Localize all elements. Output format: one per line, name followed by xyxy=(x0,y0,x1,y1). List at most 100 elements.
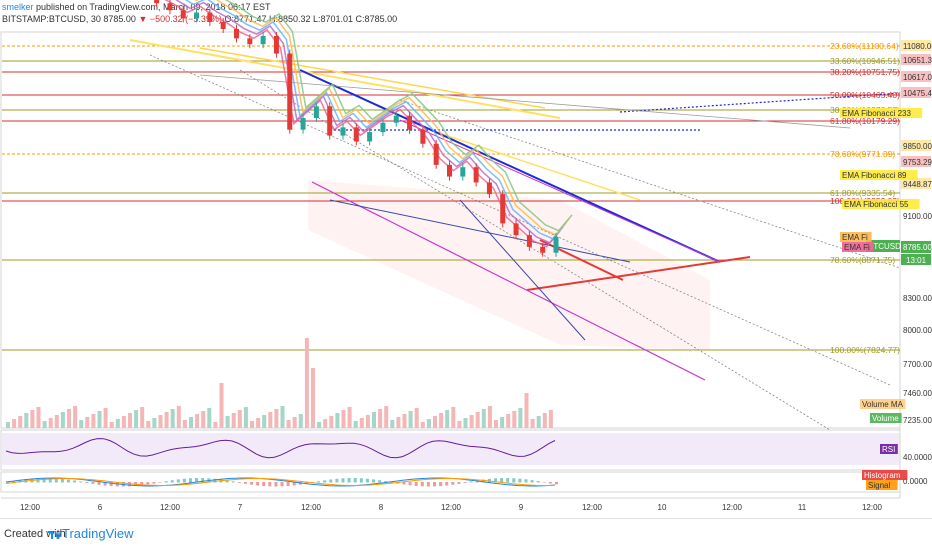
volume-bar xyxy=(195,414,200,428)
macd-bar xyxy=(18,480,22,483)
volume-bar xyxy=(536,416,541,428)
macd-bar xyxy=(280,482,284,487)
volume-bar xyxy=(24,413,29,428)
volume-bar xyxy=(433,416,437,428)
volume-bar xyxy=(353,421,358,428)
current-price: 8785.00 xyxy=(903,243,932,252)
candle-body xyxy=(207,12,213,22)
symbol-tag: BTCUSD xyxy=(868,242,901,251)
macd-bar xyxy=(182,478,186,483)
ohlc-values: O:8771.47 H:8850.32 L:8701.01 C:8785.00 xyxy=(224,14,398,24)
volume-bar xyxy=(250,421,254,428)
trend-line-blue-steep xyxy=(459,199,586,341)
candle-body xyxy=(180,10,186,19)
volume-bar xyxy=(524,393,529,428)
price-tick: 7460.00 xyxy=(903,389,932,398)
chart-header-ohlc-line: BITSTAMP:BTCUSD, 30 8785.00 ▼ −500.32 (−… xyxy=(2,14,397,24)
volume-bar xyxy=(518,408,523,428)
volume-bar xyxy=(329,416,334,428)
macd-bar xyxy=(292,482,296,486)
volume-bar xyxy=(79,420,84,428)
indicator-label: EMA Fibonacci 55 xyxy=(844,200,909,209)
indicator-label-bg xyxy=(840,232,872,242)
candle-body xyxy=(300,118,306,130)
indicator-labels: EMA Fibonacci 233 EMA Fibonacci 89 EMA Fib… xyxy=(840,108,923,490)
fib-label: 61.80%(10179.29) xyxy=(830,116,900,126)
candle-body xyxy=(380,122,386,133)
volume-bar xyxy=(6,422,10,428)
volume-bar xyxy=(408,411,413,428)
macd-bar xyxy=(268,482,272,487)
price-tick-bg xyxy=(901,54,931,65)
candle-body xyxy=(247,38,253,45)
macd-bar xyxy=(433,482,436,487)
candle-body xyxy=(273,36,279,54)
trend-line-yellow xyxy=(129,39,561,119)
tradingview-brand[interactable]: TradingView xyxy=(62,526,134,541)
macd-bar xyxy=(341,478,345,483)
volume-bar xyxy=(481,409,486,428)
macd-bar xyxy=(402,482,406,485)
volume-bar xyxy=(494,420,498,428)
time-tick: 11 xyxy=(798,503,807,512)
volume-bar xyxy=(457,421,462,428)
volume-bar xyxy=(54,415,59,428)
volume-bar xyxy=(292,417,297,428)
signal-line xyxy=(5,477,556,487)
volume-bar xyxy=(323,419,328,428)
macd-bar xyxy=(426,482,430,487)
rsi-band xyxy=(2,433,900,465)
volume-bar xyxy=(451,407,456,428)
volume-bar xyxy=(463,418,468,428)
volume-bar xyxy=(414,408,419,428)
candle-body xyxy=(327,106,333,136)
volume-bar xyxy=(213,422,218,428)
candle-body xyxy=(353,127,359,142)
price-tick-bg xyxy=(901,156,931,167)
macd-bar xyxy=(445,482,449,486)
price-tick: 7700.00 xyxy=(903,360,932,369)
time-axis[interactable]: 12:00 6 12:00 7 12:00 8 12:00 9 12:00 10 12:00 11 12… xyxy=(20,503,883,512)
trend-line-yellow-3 xyxy=(429,129,641,201)
rsi-line xyxy=(5,438,556,459)
macd-bar xyxy=(85,482,89,483)
macd-bar xyxy=(256,482,260,486)
volume-bar xyxy=(487,406,492,428)
candle-body xyxy=(220,21,226,29)
volume-bar xyxy=(280,406,285,428)
time-tick: 6 xyxy=(98,503,103,512)
macd-bar xyxy=(481,479,485,483)
macd-bar xyxy=(170,480,174,483)
macd-bar xyxy=(317,481,321,483)
volume-bar xyxy=(420,422,425,428)
author-link[interactable]: smelker xyxy=(2,2,34,12)
footer: Created with TradingView xyxy=(0,518,932,551)
macd-bar xyxy=(323,480,327,483)
volume-bars xyxy=(6,338,553,428)
fib-label: 78.60%(9771.39) xyxy=(830,149,895,159)
volume-bar xyxy=(317,422,322,428)
volume-bar xyxy=(170,409,175,428)
price-chart[interactable]: 23.60%(11180.64) 33.60%(10946.51)38.20%(1… xyxy=(0,0,932,518)
price-tick: 10617.09 xyxy=(903,73,932,82)
macd-bar xyxy=(201,478,205,483)
macd-bar xyxy=(128,482,131,487)
macd-bar xyxy=(463,482,467,483)
volume-bar xyxy=(30,410,35,428)
countdown: 13:01 xyxy=(906,256,927,265)
fib-label: 100.00%(7824.77) xyxy=(830,345,900,355)
volume-bar xyxy=(67,409,71,428)
current-price-bg xyxy=(901,241,931,253)
macd-bar xyxy=(109,482,113,487)
macd-bar xyxy=(91,482,95,484)
volume-bar xyxy=(176,406,181,428)
time-tick: 12:00 xyxy=(20,503,41,512)
fib-label: 38.20%(10751.75) xyxy=(830,67,900,77)
price-tick: 10651.32 xyxy=(903,56,932,65)
volume-bar xyxy=(231,413,236,428)
volume-bar xyxy=(152,418,157,428)
macd-bar xyxy=(286,482,290,487)
trend-line-red-support xyxy=(526,256,751,291)
volume-bar xyxy=(85,417,90,428)
fib-label: 78.60%(8871.75) xyxy=(830,255,895,265)
